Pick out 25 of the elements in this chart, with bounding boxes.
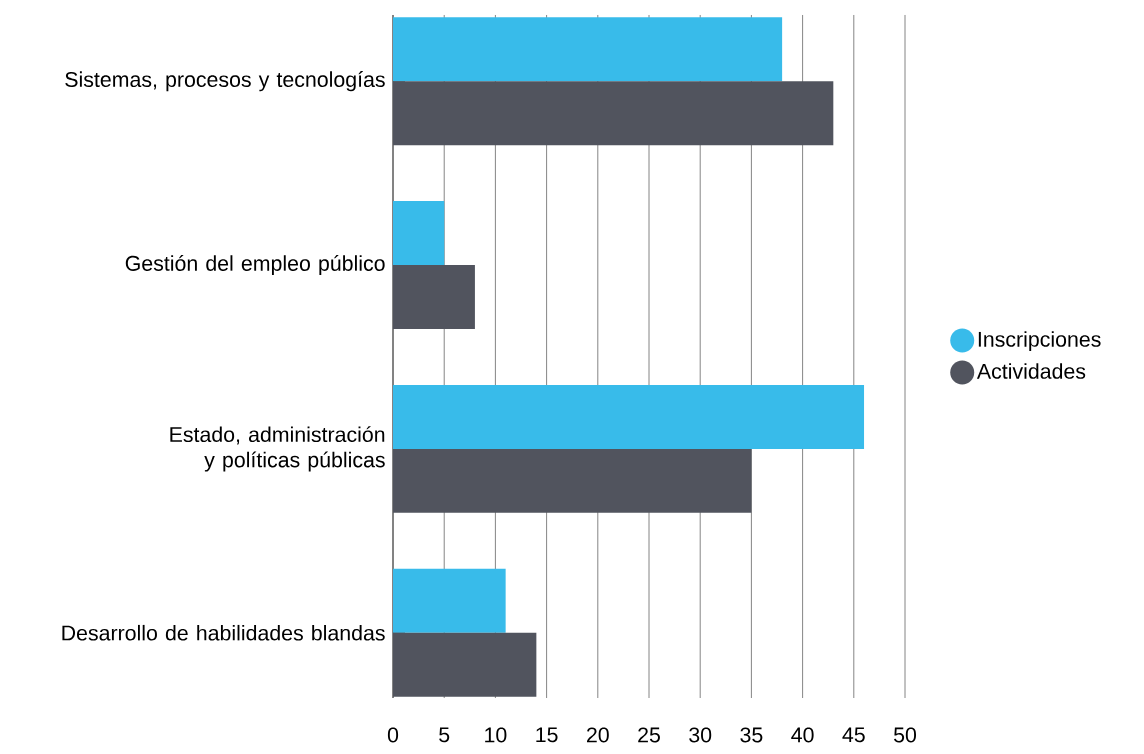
bar: [393, 448, 752, 513]
y-tick-label: Desarrollo de habilidades blandas: [62, 624, 385, 641]
bar: [393, 568, 506, 633]
x-tick-label: 10: [485, 727, 507, 743]
legend-label: Inscripciones: [978, 331, 1101, 352]
bar: [393, 17, 783, 82]
bar: [393, 632, 537, 697]
x-tick-label: 45: [842, 727, 865, 743]
x-tick-label: 25: [638, 727, 660, 743]
x-tick-label: 50: [893, 727, 917, 743]
bar: [393, 201, 445, 266]
x-tick-label: 35: [740, 727, 763, 743]
x-tick-label: 40: [791, 727, 814, 743]
x-tick-label: 15: [536, 727, 558, 743]
bar: [393, 384, 865, 449]
bar: [393, 81, 834, 146]
bar: [393, 265, 475, 330]
y-tick-label: Gestión del empleo público: [125, 254, 385, 276]
y-tick-label: Sistemas, procesos y tecnologías: [65, 71, 385, 92]
x-tick-label: 0: [387, 727, 399, 743]
y-tick-label: Estado, administración y políticas públicas: [170, 426, 385, 472]
legend-label: Actividades: [976, 363, 1086, 379]
x-tick-label: 20: [587, 727, 609, 743]
x-tick-label: 5: [439, 727, 450, 743]
x-tick-label: 30: [689, 727, 712, 743]
